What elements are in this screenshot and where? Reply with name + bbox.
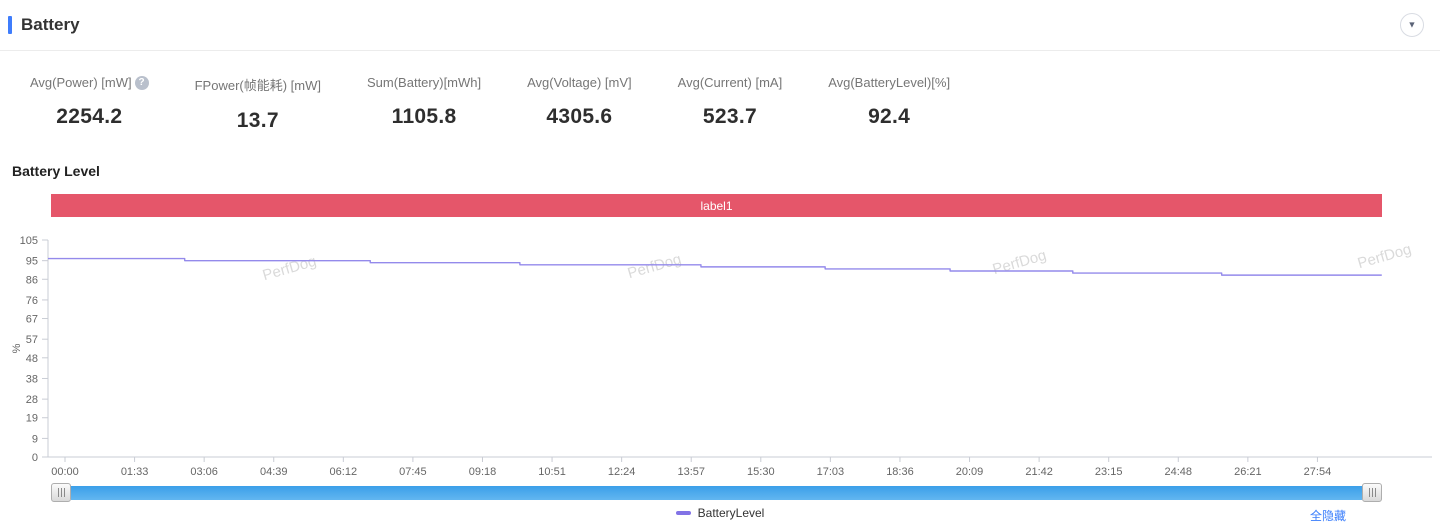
svg-text:27:54: 27:54 bbox=[1304, 466, 1332, 478]
svg-text:48: 48 bbox=[26, 353, 38, 365]
chevron-down-icon: ▼ bbox=[1407, 19, 1417, 29]
stat-label: Avg(BatteryLevel)[%] bbox=[828, 75, 951, 90]
svg-text:0: 0 bbox=[32, 452, 38, 464]
svg-text:105: 105 bbox=[20, 235, 38, 247]
svg-text:03:06: 03:06 bbox=[190, 466, 218, 478]
chart-plot-area[interactable]: 105 95 86 76 67 57 48 38 28 19 9 0% 00:00 01:33 03:06 0… bbox=[0, 235, 1440, 481]
stat-label: Avg(Power) [mW] bbox=[30, 75, 132, 90]
legend-line-marker bbox=[675, 511, 691, 515]
svg-text:23:15: 23:15 bbox=[1095, 466, 1123, 478]
stat-avg-current: Avg(Current) [mA] 523.7 bbox=[678, 75, 783, 133]
svg-text:13:57: 13:57 bbox=[677, 466, 705, 478]
stat-value: 1105.8 bbox=[391, 105, 457, 128]
range-handle-right[interactable] bbox=[1362, 483, 1382, 502]
svg-text:%: % bbox=[11, 343, 23, 353]
stat-value: 2254.2 bbox=[56, 105, 123, 128]
svg-text:21:42: 21:42 bbox=[1025, 466, 1053, 478]
range-track[interactable] bbox=[71, 485, 1362, 500]
svg-text:28: 28 bbox=[26, 394, 38, 406]
svg-text:01:33: 01:33 bbox=[121, 466, 149, 478]
stat-avg-power: Avg(Power) [mW]? 2254.2 bbox=[30, 75, 149, 133]
marker-banner: label1 bbox=[51, 194, 1382, 217]
stat-label: Sum(Battery)[mWh] bbox=[367, 75, 482, 90]
svg-text:15:30: 15:30 bbox=[747, 466, 775, 478]
stat-label: Avg(Current) [mA] bbox=[677, 75, 783, 90]
hide-all-link[interactable]: 全隐藏 bbox=[1309, 509, 1346, 523]
stat-avg-voltage: Avg(Voltage) [mV] 4305.6 bbox=[527, 75, 632, 133]
range-scrollbar bbox=[51, 483, 1382, 502]
svg-text:06:12: 06:12 bbox=[330, 466, 358, 478]
svg-text:00:00: 00:00 bbox=[51, 466, 79, 478]
stat-sum-battery: Sum(Battery)[mWh] 1105.8 bbox=[367, 75, 481, 133]
svg-text:9: 9 bbox=[32, 433, 38, 445]
help-icon[interactable]: ? bbox=[134, 75, 149, 90]
svg-text:07:45: 07:45 bbox=[399, 466, 427, 478]
stat-value: 523.7 bbox=[702, 105, 757, 128]
stat-value: 92.4 bbox=[868, 105, 911, 128]
svg-text:57: 57 bbox=[26, 334, 38, 346]
stat-avg-battery-level: Avg(BatteryLevel)[%] 92.4 bbox=[828, 75, 950, 133]
range-handle-left[interactable] bbox=[51, 483, 71, 502]
collapse-panel-button[interactable]: ▼ bbox=[1400, 13, 1424, 37]
grip-icon bbox=[1368, 488, 1376, 497]
svg-text:67: 67 bbox=[26, 314, 38, 326]
stat-label: FPower(帧能耗) [mW] bbox=[194, 78, 321, 93]
battery-level-chart: Battery Level label1 PerfDog PerfDog Per… bbox=[0, 160, 1440, 529]
panel-header: Battery ▼ bbox=[0, 0, 1440, 51]
svg-text:19: 19 bbox=[26, 413, 38, 425]
svg-text:12:24: 12:24 bbox=[608, 466, 636, 478]
stat-label: Avg(Voltage) [mV] bbox=[527, 75, 632, 90]
stat-fpower: FPower(帧能耗) [mW] 13.7 bbox=[195, 75, 321, 133]
svg-text:24:48: 24:48 bbox=[1165, 466, 1193, 478]
stat-value: 13.7 bbox=[236, 109, 279, 132]
svg-text:17:03: 17:03 bbox=[817, 466, 845, 478]
svg-text:76: 76 bbox=[26, 295, 38, 307]
stat-value: 4305.6 bbox=[546, 105, 613, 128]
header-accent-bar bbox=[8, 16, 12, 34]
svg-text:09:18: 09:18 bbox=[469, 466, 497, 478]
chart-title: Battery Level bbox=[12, 163, 100, 179]
legend-item-batterylevel[interactable]: BatteryLevel bbox=[675, 506, 765, 520]
svg-text:18:36: 18:36 bbox=[886, 466, 914, 478]
chart-legend: BatteryLevel bbox=[0, 506, 1440, 520]
svg-text:95: 95 bbox=[26, 256, 38, 268]
svg-text:10:51: 10:51 bbox=[538, 466, 566, 478]
svg-text:26:21: 26:21 bbox=[1234, 466, 1262, 478]
grip-icon bbox=[57, 488, 65, 497]
svg-text:20:09: 20:09 bbox=[956, 466, 984, 478]
svg-text:38: 38 bbox=[26, 373, 38, 385]
svg-text:86: 86 bbox=[26, 274, 38, 286]
svg-text:04:39: 04:39 bbox=[260, 466, 288, 478]
stats-row: Avg(Power) [mW]? 2254.2 FPower(帧能耗) [mW]… bbox=[0, 51, 1440, 133]
panel-title: Battery bbox=[21, 15, 80, 34]
legend-label: BatteryLevel bbox=[697, 506, 765, 520]
marker-banner-label: label1 bbox=[700, 198, 733, 213]
